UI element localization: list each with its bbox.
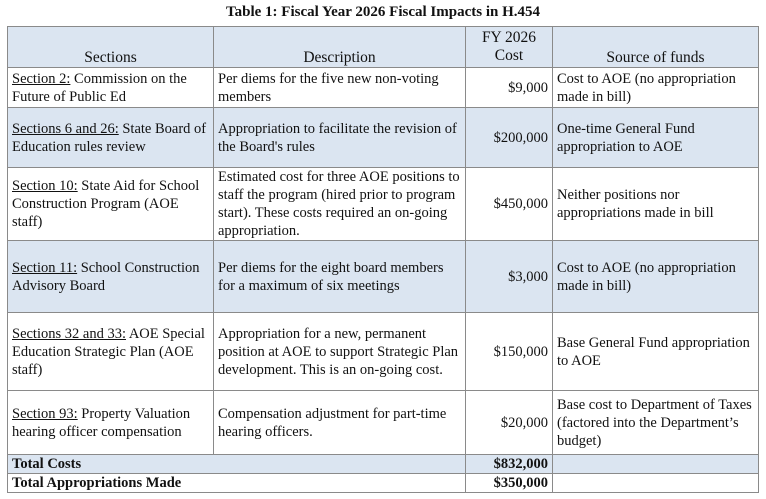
total-cost: $832,000 bbox=[465, 454, 553, 474]
data-row: Sections 32 and 33: AOE Special Educatio… bbox=[7, 312, 759, 391]
section-link: Section 93: bbox=[12, 405, 78, 422]
description-cell: Appropriation to facilitate the revision… bbox=[213, 107, 466, 168]
empty-cell bbox=[552, 473, 759, 493]
data-row: Sections 6 and 26: State Board of Educat… bbox=[7, 107, 759, 168]
description-cell: Appropriation for a new, permanent posit… bbox=[213, 312, 466, 391]
empty-cell bbox=[552, 454, 759, 474]
total-label: Total Appropriations Made bbox=[7, 473, 466, 493]
source-cell: Neither positions nor appropriations mad… bbox=[552, 167, 759, 241]
total-row: Total Appropriations Made $350,000 bbox=[7, 473, 759, 493]
header-row: Sections Description FY 2026 Cost Source… bbox=[7, 26, 759, 68]
section-text: Commission on the Future of Public Ed bbox=[12, 70, 187, 105]
total-row: Total Costs $832,000 bbox=[7, 454, 759, 474]
section-cell: Section 2: Commission on the Future of P… bbox=[7, 67, 214, 108]
data-row: Section 11: School Construction Advisory… bbox=[7, 240, 759, 313]
section-link: Sections 6 and 26: bbox=[12, 120, 119, 137]
description-cell: Estimated cost for three AOE positions t… bbox=[213, 167, 466, 241]
section-cell: Section 10: State Aid for School Constru… bbox=[7, 167, 214, 241]
section-cell: Section 93: Property Valuation hearing o… bbox=[7, 390, 214, 455]
description-cell: Per diems for the eight board members fo… bbox=[213, 240, 466, 313]
source-cell: Cost to AOE (no appropriation made in bi… bbox=[552, 240, 759, 313]
section-link: Section 2: bbox=[12, 70, 71, 87]
section-link: Sections 32 and 33: bbox=[12, 325, 126, 342]
section-cell: Sections 32 and 33: AOE Special Educatio… bbox=[7, 312, 214, 391]
section-cell: Sections 6 and 26: State Board of Educat… bbox=[7, 107, 214, 168]
header-cell: Description bbox=[213, 26, 466, 68]
description-cell: Compensation adjustment for part-time he… bbox=[213, 390, 466, 455]
cost-cell: $3,000 bbox=[465, 240, 553, 313]
cost-cell: $150,000 bbox=[465, 312, 553, 391]
header-cell: FY 2026 Cost bbox=[465, 26, 553, 68]
data-row: Section 2: Commission on the Future of P… bbox=[7, 67, 759, 108]
section-cell: Section 11: School Construction Advisory… bbox=[7, 240, 214, 313]
total-label: Total Costs bbox=[7, 454, 466, 474]
impact-table: Sections Description FY 2026 Cost Source… bbox=[7, 26, 759, 493]
table-title: Table 1: Fiscal Year 2026 Fiscal Impacts… bbox=[225, 4, 541, 20]
source-cell: Cost to AOE (no appropriation made in bi… bbox=[552, 67, 759, 108]
section-text: AOE Special Education Strategic Plan (AO… bbox=[12, 325, 205, 378]
section-text: State Aid for School Construction Progra… bbox=[12, 178, 200, 230]
cost-cell: $20,000 bbox=[465, 390, 553, 455]
section-link: Section 11: bbox=[12, 259, 78, 276]
section-text: School Construction Advisory Board bbox=[12, 259, 200, 294]
header-cell: Source of funds bbox=[552, 26, 759, 68]
cost-cell: $200,000 bbox=[465, 107, 553, 168]
section-link: Section 10: bbox=[12, 178, 78, 194]
data-row: Section 10: State Aid for School Constru… bbox=[7, 167, 759, 241]
data-row: Section 93: Property Valuation hearing o… bbox=[7, 390, 759, 455]
source-cell: One-time General Fund appropriation to A… bbox=[552, 107, 759, 168]
description-cell: Per diems for the five new non-voting me… bbox=[213, 67, 466, 108]
source-cell: Base General Fund appropriation to AOE bbox=[552, 312, 759, 391]
section-text: Property Valuation hearing officer compe… bbox=[12, 405, 191, 440]
source-cell: Base cost to Department of Taxes (factor… bbox=[552, 390, 759, 455]
cost-cell: $9,000 bbox=[465, 67, 553, 108]
cost-cell: $450,000 bbox=[465, 167, 553, 241]
section-text: State Board of Education rules review bbox=[12, 120, 207, 155]
header-cell: Sections bbox=[7, 26, 214, 68]
total-cost: $350,000 bbox=[465, 473, 553, 493]
